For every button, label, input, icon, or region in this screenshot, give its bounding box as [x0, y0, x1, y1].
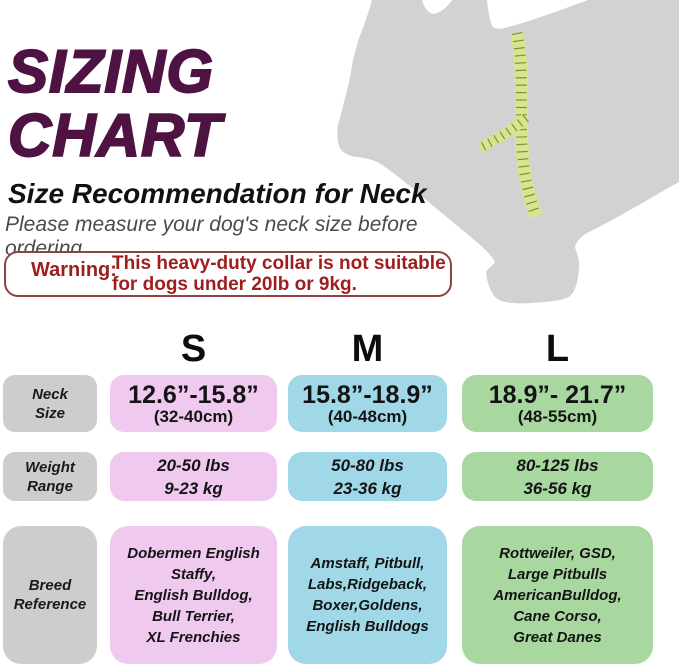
neck-size-cell-m: 15.8”-18.9” (40-48cm)	[288, 375, 447, 432]
weight-range-cell-l: 80-125 lbs 36-56 kg	[462, 452, 653, 501]
neck-size-cell-s: 12.6”-15.8” (32-40cm)	[110, 375, 277, 432]
row-label-breed-reference: Breed Reference	[3, 526, 97, 664]
neck-inches: 15.8”-18.9”	[302, 380, 433, 409]
row-label-weight-range: Weight Range	[3, 452, 97, 501]
column-header-s: S	[110, 326, 277, 372]
neck-cm: (48-55cm)	[517, 406, 598, 426]
weight-text: 20-50 lbs 9-23 kg	[157, 455, 230, 498]
breed-reference-cell-l: Rottweiler, GSD, Large Pitbulls American…	[462, 526, 653, 664]
row-label-neck-size: Neck Size	[3, 375, 97, 432]
breed-reference-cell-s: Dobermen English Staffy, English Bulldog…	[110, 526, 277, 664]
size-letter-m: M	[351, 327, 384, 370]
neck-cm: (40-48cm)	[327, 406, 408, 426]
measuring-tape-branch-ticks	[477, 114, 529, 153]
neck-inches: 18.9”- 21.7”	[488, 380, 627, 409]
warning-message: This heavy-duty collar is not suitable f…	[112, 253, 446, 295]
column-header-l: L	[462, 326, 653, 372]
breed-text: Dobermen English Staffy, English Bulldog…	[127, 544, 260, 646]
weight-range-cell-m: 50-80 lbs 23-36 kg	[288, 452, 447, 501]
neck-cm: (32-40cm)	[153, 406, 234, 426]
row-label-text: Breed Reference	[13, 577, 87, 613]
weight-text: 50-80 lbs 23-36 kg	[331, 455, 404, 498]
dog-body-shape	[337, 0, 679, 304]
page-title: SIZING CHART	[7, 38, 222, 169]
french-bulldog-silhouette	[337, 0, 679, 304]
size-letter-s: S	[180, 327, 207, 370]
measuring-tape-ticks	[511, 31, 542, 218]
weight-text: 80-125 lbs 36-56 kg	[516, 455, 599, 498]
warning-box	[4, 251, 452, 297]
size-letter-l: L	[545, 327, 570, 370]
breed-text: Rottweiler, GSD, Large Pitbulls American…	[493, 544, 622, 646]
warning-label: Warning:	[31, 259, 117, 281]
row-label-text: Weight Range	[25, 458, 75, 495]
neck-inches: 12.6”-15.8”	[128, 380, 259, 409]
breed-reference-cell-m: Amstaff, Pitbull, Labs,Ridgeback, Boxer,…	[288, 526, 447, 664]
weight-range-cell-s: 20-50 lbs 9-23 kg	[110, 452, 277, 501]
row-label-text: Neck Size	[32, 385, 68, 422]
page-subtitle: Size Recommendation for Neck	[8, 178, 427, 209]
dog-illustration	[330, 0, 679, 320]
breed-text: Amstaff, Pitbull, Labs,Ridgeback, Boxer,…	[306, 555, 429, 635]
neck-size-cell-l: 18.9”- 21.7” (48-55cm)	[462, 375, 653, 432]
column-header-m: M	[288, 326, 447, 372]
